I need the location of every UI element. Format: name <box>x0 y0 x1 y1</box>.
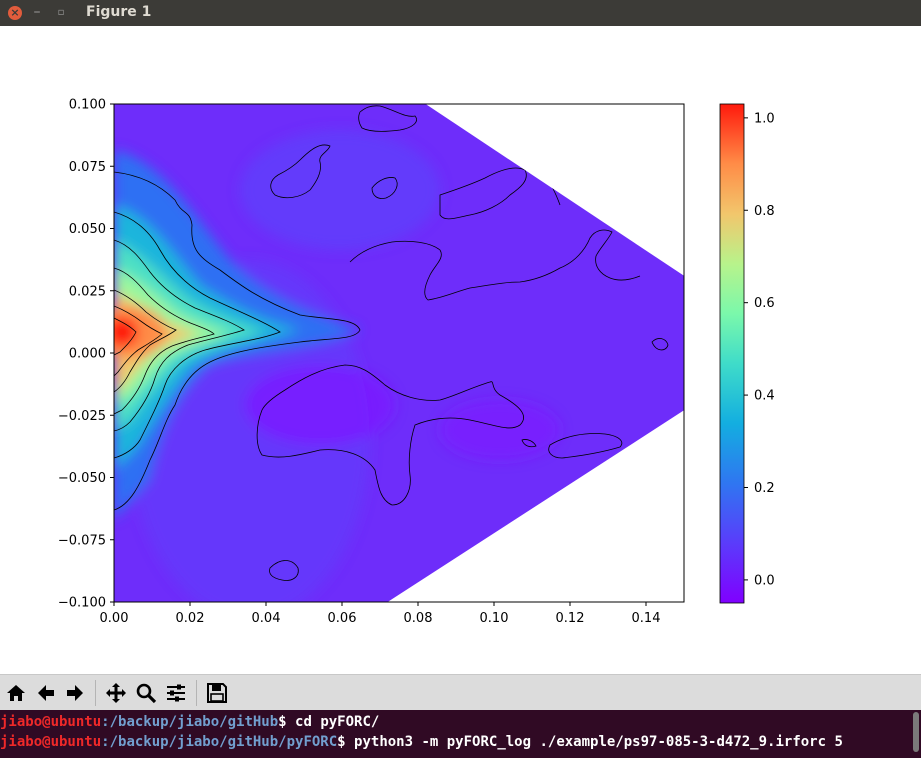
zoom-button[interactable] <box>133 680 159 706</box>
colorbar-tick-label: 0.2 <box>754 481 775 496</box>
y-axis: 0.100 0.075 0.050 0.025 0.000 −0.025 −0.050 −0.… <box>58 98 114 611</box>
colorbar-tick-label: 0.8 <box>754 204 775 219</box>
magnifier-icon <box>136 683 157 704</box>
x-tick-label: 0.14 <box>632 611 661 626</box>
x-tick-label: 0.02 <box>176 611 205 626</box>
colorbar-tick-label: 0.6 <box>754 296 775 311</box>
y-tick-label: 0.100 <box>69 98 106 113</box>
sliders-icon <box>167 684 185 702</box>
terminal-user: jiabo@ubuntu <box>0 734 102 750</box>
y-tick-label: −0.075 <box>58 533 106 548</box>
window-title: Figure 1 <box>86 4 152 20</box>
y-tick-label: −0.025 <box>58 409 106 424</box>
terminal-path: :/backup/jiabo/gitHub/pyFORC <box>101 734 338 750</box>
terminal-command: python3 -m pyFORC_log ./example/ps97-085… <box>354 734 843 750</box>
navigation-toolbar <box>0 674 921 711</box>
terminal-scrollbar[interactable] <box>913 712 919 752</box>
y-tick-label: 0.050 <box>69 222 106 237</box>
x-tick-label: 0.04 <box>252 611 281 626</box>
toolbar-separator <box>196 680 197 706</box>
colorbar-tick-label: 0.0 <box>754 573 775 588</box>
close-window-button[interactable]: × <box>8 6 22 20</box>
x-tick-label: 0.10 <box>480 611 509 626</box>
x-tick-label: 0.08 <box>404 611 433 626</box>
terminal-prompt: $ <box>337 734 355 750</box>
colorbar-axis: 1.0 0.8 0.6 0.4 0.2 0.0 <box>744 111 775 588</box>
terminal-user: jiabo@ubuntu <box>0 714 102 730</box>
subplots-button[interactable] <box>163 680 189 706</box>
terminal-path: :/backup/jiabo/gitHub <box>101 714 279 730</box>
save-button[interactable] <box>204 680 230 706</box>
minimize-window-button[interactable]: – <box>33 4 41 20</box>
home-icon <box>7 685 25 701</box>
x-tick-label: 0.06 <box>328 611 357 626</box>
x-tick-label: 0.12 <box>556 611 585 626</box>
y-tick-label: −0.100 <box>58 596 106 611</box>
figure-canvas[interactable]: 0.00 0.02 0.04 0.06 0.08 0.10 0.12 0.14 0.100 0.… <box>0 26 921 674</box>
colorbar <box>719 103 745 604</box>
heatmap-body <box>114 104 684 602</box>
terminal-line: jiabo@ubuntu:/backup/jiabo/gitHub$ cd py… <box>0 712 921 732</box>
home-button[interactable] <box>3 680 29 706</box>
x-axis: 0.00 0.02 0.04 0.06 0.08 0.10 0.12 0.14 <box>100 602 661 626</box>
forc-heatmap-chart: 0.00 0.02 0.04 0.06 0.08 0.10 0.12 0.14 0.1000.… <box>58 98 775 627</box>
arrow-right-icon <box>67 685 83 701</box>
terminal-prompt: $ <box>278 714 296 730</box>
y-tick-label: 0.000 <box>69 347 106 362</box>
y-tick-label: 0.075 <box>69 160 106 175</box>
window-titlebar: × – ▫ Figure 1 <box>0 0 921 26</box>
pan-button[interactable] <box>103 680 129 706</box>
forward-button[interactable] <box>62 680 88 706</box>
arrow-left-icon <box>38 685 54 701</box>
y-tick-label: 0.025 <box>69 284 106 299</box>
floppy-disk-icon <box>207 683 227 703</box>
toolbar-separator <box>95 680 96 706</box>
colorbar-tick-label: 0.4 <box>754 389 775 404</box>
maximize-window-button[interactable]: ▫ <box>57 7 65 18</box>
terminal-command: cd pyFORC/ <box>295 714 380 730</box>
back-button[interactable] <box>33 680 59 706</box>
terminal-line: jiabo@ubuntu:/backup/jiabo/gitHub/pyFORC… <box>0 732 921 752</box>
terminal-panel[interactable]: jiabo@ubuntu:/backup/jiabo/gitHub$ cd py… <box>0 710 921 758</box>
y-tick-label: −0.050 <box>58 471 106 486</box>
move-icon <box>106 683 126 703</box>
x-tick-label: 0.00 <box>100 611 129 626</box>
colorbar-tick-label: 1.0 <box>754 111 775 126</box>
